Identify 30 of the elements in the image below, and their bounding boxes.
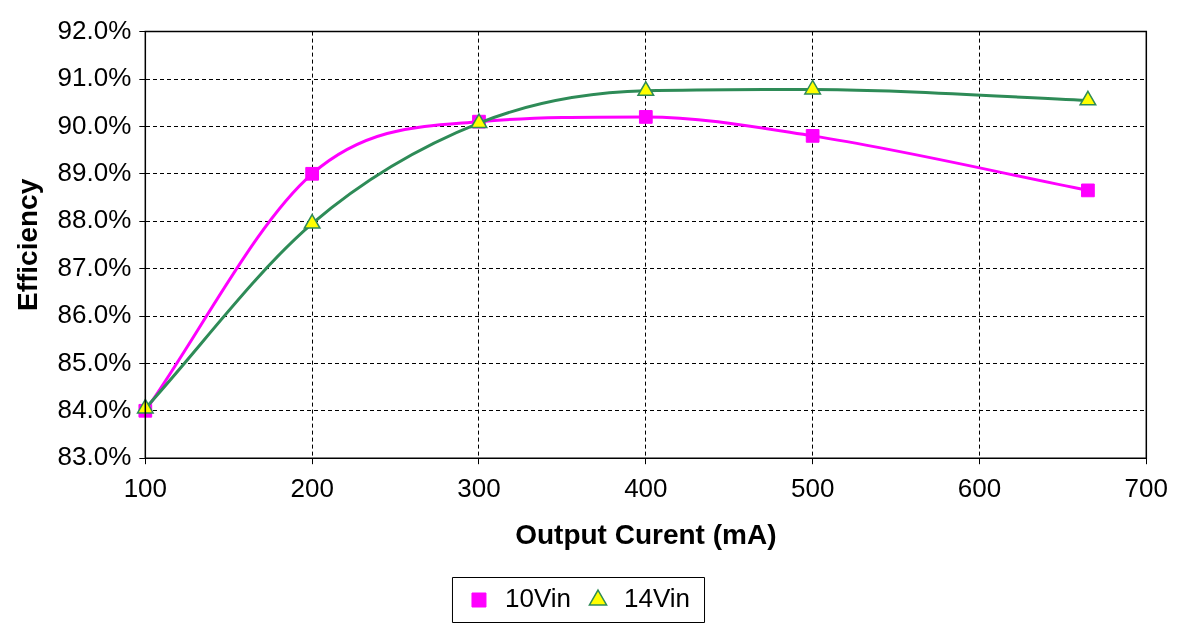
x-tick-label: 600 (957, 472, 1002, 503)
y-tick-label: 90.0% (57, 109, 132, 140)
y-tick-label: 88.0% (57, 204, 132, 235)
point (303, 213, 321, 229)
point (1079, 90, 1097, 106)
x-tick-label: 200 (290, 472, 334, 503)
x-tick-label: 700 (1124, 472, 1169, 503)
point (136, 398, 154, 414)
point (637, 81, 655, 97)
y-tick-label: 89.0% (57, 156, 132, 187)
x-tick-label: 500 (790, 472, 835, 503)
y-tick-label: 85.0% (57, 346, 132, 377)
y-tick-label: 92.0% (57, 14, 132, 45)
point (804, 79, 822, 95)
x-tick-label: 400 (624, 472, 668, 503)
y-tick-label: 91.0% (57, 62, 132, 93)
y-tick-label: 84.0% (57, 393, 132, 424)
x-tick-label: 100 (123, 472, 168, 503)
y-tick-label: 87.0% (57, 251, 132, 282)
y-tick-label: 83.0% (57, 441, 132, 472)
point (638, 110, 653, 124)
legend-label: 14Vin (624, 583, 691, 614)
legend-label: 10Vin (504, 583, 571, 614)
x-tick-label: 300 (457, 472, 501, 503)
x-axis-title: Output Curent (mA) (515, 518, 777, 550)
y-axis-title: Efficiency (11, 178, 43, 312)
point (305, 166, 320, 181)
point (1081, 183, 1095, 198)
y-tick-label: 86.0% (57, 299, 132, 330)
point (805, 129, 820, 143)
